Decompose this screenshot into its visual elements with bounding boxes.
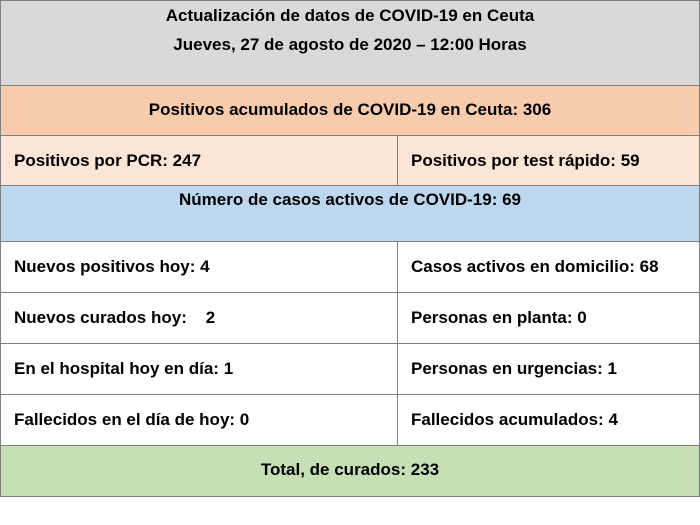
table-row: Nuevos curados hoy: 2 Personas en planta…: [0, 293, 700, 344]
table-row: Fallecidos en el día de hoy: 0 Fallecido…: [0, 395, 700, 446]
fallecidos-hoy: Fallecidos en el día de hoy: 0: [1, 395, 398, 445]
en-el-hospital: En el hospital hoy en día: 1: [1, 344, 398, 394]
acumulados-row: Positivos acumulados de COVID-19 en Ceut…: [0, 86, 700, 136]
personas-en-planta: Personas en planta: 0: [411, 308, 587, 327]
positivos-acumulados: Positivos acumulados de COVID-19 en Ceut…: [148, 100, 552, 119]
casos-activos: Número de casos activos de COVID-19: 69: [178, 190, 522, 209]
nuevos-curados: Nuevos curados hoy: 2: [1, 293, 398, 343]
pcr-row: Positivos por PCR: 247 Positivos por tes…: [0, 136, 700, 186]
total-row: Total, de curados: 233: [0, 446, 700, 497]
nuevos-positivos: Nuevos positivos hoy: 4: [1, 242, 398, 292]
table-date: Jueves, 27 de agosto de 2020 – 12:00 Hor…: [173, 35, 527, 54]
total-curados: Total, de curados: 233: [260, 460, 440, 479]
personas-en-urgencias: Personas en urgencias: 1: [411, 359, 617, 378]
table-header: Actualización de datos de COVID-19 en Ce…: [0, 0, 700, 86]
positivos-pcr: Positivos por PCR: 247: [1, 136, 398, 185]
activos-row: Número de casos activos de COVID-19: 69: [0, 186, 700, 242]
positivos-test-rapido: Positivos por test rápido: 59: [411, 150, 640, 170]
table-title: Actualización de datos de COVID-19 en Ce…: [165, 6, 535, 25]
covid-data-table: Actualización de datos de COVID-19 en Ce…: [0, 0, 700, 497]
table-row: En el hospital hoy en día: 1 Personas en…: [0, 344, 700, 395]
fallecidos-acumulados: Fallecidos acumulados: 4: [411, 410, 618, 429]
table-row: Nuevos positivos hoy: 4 Casos activos en…: [0, 242, 700, 293]
casos-activos-domicilio: Casos activos en domicilio: 68: [411, 257, 659, 276]
